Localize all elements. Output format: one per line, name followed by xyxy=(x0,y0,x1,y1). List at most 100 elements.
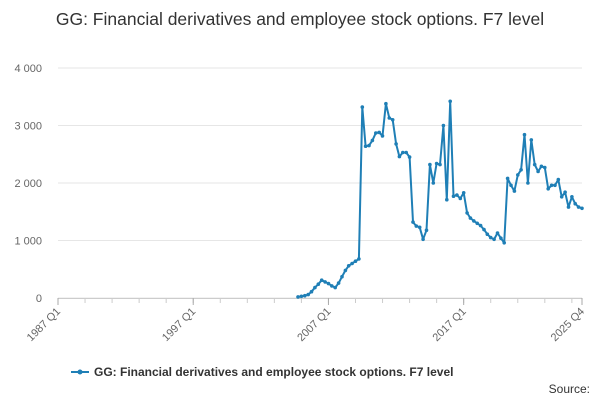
data-point xyxy=(421,237,425,242)
data-point xyxy=(367,143,371,148)
data-point xyxy=(532,162,537,167)
chart-title: GG: Financial derivatives and employee s… xyxy=(55,9,545,29)
y-tick-label: 1 000 xyxy=(14,236,42,248)
data-point xyxy=(478,223,483,228)
data-point xyxy=(360,105,365,109)
data-point xyxy=(414,224,419,228)
data-point xyxy=(374,131,378,135)
data-point xyxy=(363,144,368,148)
data-point xyxy=(377,130,382,135)
data-point xyxy=(296,295,300,299)
data-point xyxy=(570,195,574,199)
data-point xyxy=(384,101,388,106)
data-point xyxy=(330,284,334,288)
legend[interactable]: GG: Financial derivatives and employee s… xyxy=(71,365,453,379)
x-tick-label: 2007 Q1 xyxy=(295,306,333,344)
data-point xyxy=(509,183,513,188)
data-point xyxy=(397,154,402,159)
data-point xyxy=(472,219,476,223)
data-point xyxy=(346,264,351,268)
data-point xyxy=(424,228,429,232)
data-point xyxy=(485,232,490,236)
data-point xyxy=(336,281,341,285)
y-tick-label: 0 xyxy=(36,293,42,305)
series-group xyxy=(296,99,584,299)
legend-label: GG: Financial derivatives and employee s… xyxy=(94,365,453,379)
data-point xyxy=(529,138,534,142)
data-point xyxy=(556,177,561,182)
data-point xyxy=(401,150,405,155)
data-point xyxy=(563,190,567,194)
y-tick-label: 2 000 xyxy=(14,178,42,190)
data-point xyxy=(458,196,463,201)
data-point xyxy=(488,235,493,240)
data-point xyxy=(546,187,550,191)
data-point xyxy=(543,165,547,170)
data-point xyxy=(482,227,486,232)
data-point xyxy=(316,282,321,287)
data-point xyxy=(394,142,398,146)
data-point xyxy=(313,285,317,290)
data-point xyxy=(370,138,375,143)
data-point xyxy=(580,206,584,211)
data-point xyxy=(448,99,453,104)
data-point xyxy=(411,220,415,224)
data-point xyxy=(475,221,480,226)
data-point xyxy=(539,164,544,169)
data-point xyxy=(536,169,540,174)
data-point xyxy=(451,194,456,198)
x-tick-label: 2025 Q4 xyxy=(549,306,587,344)
data-point xyxy=(468,216,473,220)
data-point xyxy=(340,274,344,279)
data-point xyxy=(465,211,469,215)
data-point xyxy=(357,257,361,261)
legend-marker xyxy=(77,369,83,375)
data-point xyxy=(299,294,304,299)
data-point xyxy=(323,280,327,284)
data-point xyxy=(445,197,449,202)
data-point xyxy=(576,205,581,209)
data-point xyxy=(502,241,507,245)
data-point xyxy=(505,176,510,181)
data-point xyxy=(492,237,496,242)
data-point xyxy=(522,132,527,137)
x-tick-label: 2017 Q1 xyxy=(430,306,468,344)
data-point xyxy=(303,293,307,298)
data-point xyxy=(417,225,422,230)
data-point xyxy=(350,261,354,266)
data-point xyxy=(526,181,530,185)
data-point xyxy=(441,123,446,128)
data-point xyxy=(553,183,557,188)
data-point xyxy=(516,173,520,177)
y-tick-label: 3 000 xyxy=(14,121,42,133)
x-axis: 1987 Q1 1997 Q1 2007 Q1 2017 Q1 2025 Q4 xyxy=(25,298,587,344)
data-point xyxy=(461,191,466,195)
y-axis: 0 1 000 2 000 3 000 4 000 xyxy=(14,63,42,305)
data-point xyxy=(519,168,523,172)
source-label: Source: xyxy=(548,382,590,396)
data-point xyxy=(343,268,348,273)
data-point xyxy=(428,162,432,167)
data-point xyxy=(549,183,554,188)
data-point xyxy=(333,285,338,290)
series-line xyxy=(297,100,583,298)
data-point xyxy=(353,259,358,264)
data-point xyxy=(499,236,503,240)
data-point xyxy=(380,134,385,138)
data-point xyxy=(404,150,409,155)
data-point xyxy=(390,118,395,122)
data-point xyxy=(407,155,412,159)
data-point xyxy=(434,161,439,166)
data-point xyxy=(438,162,442,167)
grid xyxy=(58,67,582,299)
x-tick-label: 1997 Q1 xyxy=(160,306,198,344)
y-tick-label: 4 000 xyxy=(14,63,42,75)
data-point xyxy=(455,193,459,197)
data-point xyxy=(512,189,517,193)
data-point xyxy=(573,201,577,206)
data-point xyxy=(319,278,324,283)
data-point xyxy=(431,181,436,185)
data-point xyxy=(559,195,564,199)
data-point xyxy=(495,231,500,235)
